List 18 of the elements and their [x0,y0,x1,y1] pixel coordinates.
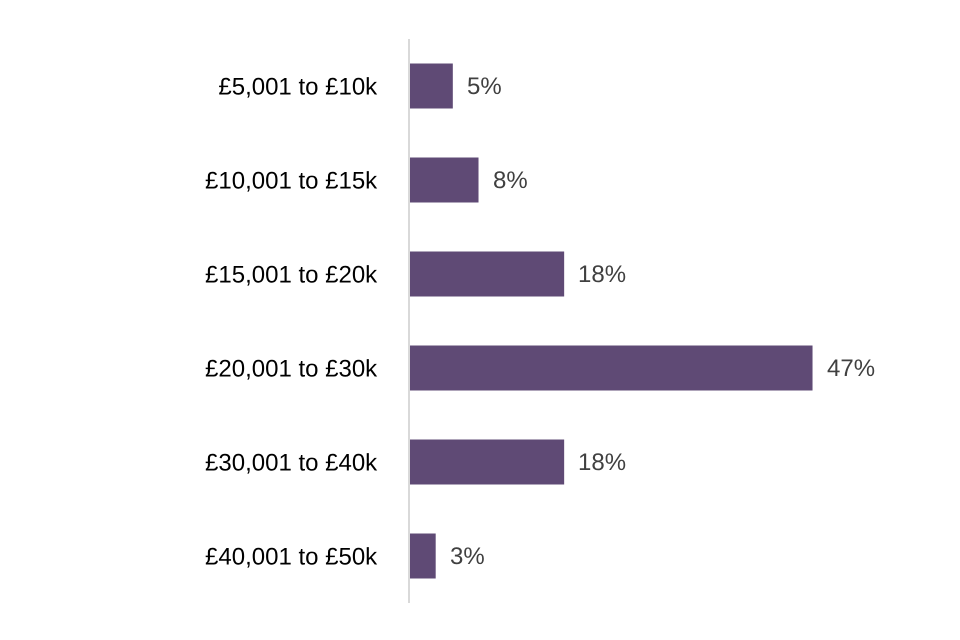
data-label: 47% [827,355,876,382]
bar [410,345,813,391]
bar [410,251,564,297]
data-label: 3% [450,543,485,570]
data-label: 8% [493,167,528,194]
bar [410,157,479,203]
data-label: 18% [578,449,626,476]
y-tick-label: £30,001 to £40k [205,449,378,476]
bar [410,533,436,579]
bar [410,439,564,485]
data-label: 5% [467,73,502,100]
y-tick-label: £10,001 to £15k [205,167,378,194]
y-tick-label: £20,001 to £30k [205,355,378,382]
bar [410,63,453,109]
data-label: 18% [578,261,626,288]
y-tick-label: £5,001 to £10k [218,73,378,100]
y-tick-label: £40,001 to £50k [205,543,378,570]
y-tick-label: £15,001 to £20k [205,261,378,288]
